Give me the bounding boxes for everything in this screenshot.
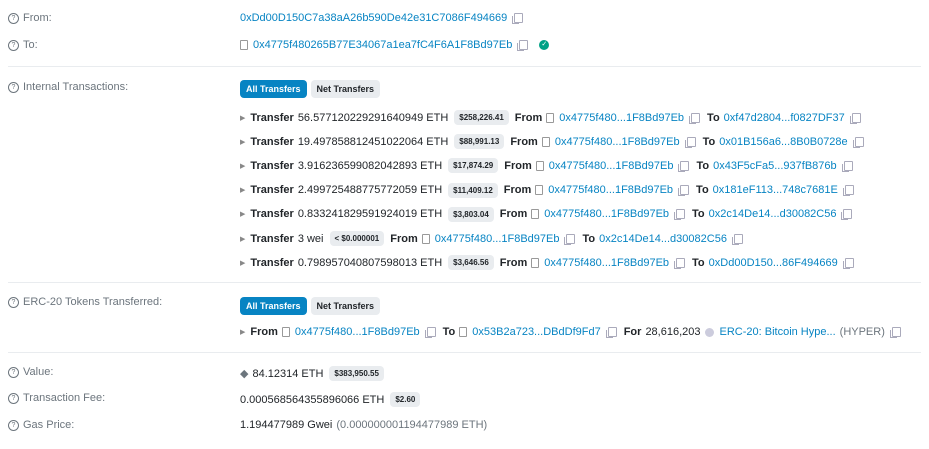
usd-badge: $3,646.56 [448,255,494,271]
expand-icon[interactable]: ▶ [240,162,246,170]
copy-icon[interactable] [564,233,576,245]
contract-icon [421,233,430,244]
usd-badge: $11,409.12 [448,182,498,198]
expand-icon[interactable]: ▶ [240,235,246,243]
copy-icon[interactable] [841,209,853,221]
usd-badge: $383,950.55 [329,366,384,381]
copy-icon[interactable] [889,327,901,338]
erc20-label: ? ERC-20 Tokens Transferred: [8,296,162,308]
divider [8,352,921,353]
transfer-amount: 0.833241829591924019 ETH [297,208,443,221]
copy-icon[interactable] [674,209,686,221]
from-address-link[interactable]: 0xDd00D150C7a38aA26b590De42e31C7086F4946… [240,12,508,24]
help-icon[interactable]: ? [8,39,19,51]
help-icon[interactable]: ? [8,366,19,378]
copy-icon[interactable] [849,112,861,124]
copy-icon[interactable] [841,160,853,172]
eth-icon: ◆ [240,368,249,380]
expand-icon[interactable]: ▶ [240,259,246,267]
copy-icon[interactable] [684,136,696,148]
divider [8,282,921,283]
usd-badge: $88,991.13 [454,134,505,150]
usd-badge: $17,874.29 [448,158,499,174]
check-circle-icon: ✓ [539,40,550,50]
transfer-amount: 2.499725488775772059 ETH [297,184,443,197]
to-label: ? To: [8,39,38,51]
copy-icon[interactable] [424,327,436,338]
tab-net-transfers[interactable]: Net Transfers [310,80,381,98]
usd-badge: < $0.000001 [329,231,385,246]
help-icon[interactable]: ? [8,296,19,308]
to-address-link[interactable]: 0x4775f480265B77E34067a1ea7fC4F6A1F8Bd97… [253,39,513,51]
usd-badge: $3,803.04 [448,206,494,222]
tab-net-transfers[interactable]: Net Transfers [310,297,381,315]
transfer-amount: 0.798957040807598013 ETH [297,256,443,269]
to-address-link[interactable]: 0x2c14De14...d30082C56 [599,232,727,245]
from-label: ? From: [8,12,52,24]
contract-icon [541,136,550,147]
to-address-link[interactable]: 0x01B156a6...8B0B0728e [719,135,848,148]
token-link[interactable]: ERC-20: Bitcoin Hype... [719,326,836,338]
copy-icon[interactable] [731,233,743,245]
copy-icon[interactable] [689,112,701,124]
contract-icon [281,327,290,337]
internal-label: ? Internal Transactions: [8,81,128,93]
to-address-link[interactable]: 0xDd00D150...86F494669 [708,256,838,269]
expand-icon[interactable]: ▶ [240,187,246,195]
to-address-link[interactable]: 0x53B2a723...DBdDf9Fd7 [472,326,601,338]
help-icon[interactable]: ? [8,81,19,93]
tab-all-transfers[interactable]: All Transfers [240,80,307,98]
copy-icon[interactable] [842,185,854,197]
help-icon[interactable]: ? [8,12,19,24]
expand-icon[interactable]: ▶ [240,114,246,122]
to-address-link[interactable]: 0x43F5cFa5...937fB876b [713,159,837,172]
expand-icon[interactable]: ▶ [240,211,246,219]
usd-badge: $2.60 [390,392,421,407]
from-address-link[interactable]: 0x4775f480...1F8Bd97Eb [294,326,420,338]
expand-icon[interactable]: ▶ [240,329,246,336]
from-address-link[interactable]: 0x4775f480...1F8Bd97Eb [548,159,674,172]
copy-icon[interactable] [852,136,864,148]
to-address-link[interactable]: 0xf47d2804...f0827DF37 [723,111,845,124]
divider [8,66,921,67]
from-address-link[interactable]: 0x4775f480...1F8Bd97Eb [544,256,670,269]
tab-all-transfers[interactable]: All Transfers [240,297,307,315]
contract-icon [531,257,540,268]
contract-icon [240,40,248,50]
contract-icon [535,185,544,196]
copy-icon[interactable] [842,257,854,269]
to-address-link[interactable]: 0x2c14De14...d30082C56 [708,208,837,221]
transfer-amount: 19.497858812451022064 ETH [297,135,449,148]
transfer-amount: 3 wei [297,232,324,245]
contract-icon [459,327,468,337]
copy-icon[interactable] [678,185,690,197]
copy-icon[interactable] [517,40,529,51]
usd-badge: $258,226.41 [454,110,509,125]
to-address-link[interactable]: 0x181eF113...748c7681E [712,184,838,197]
contract-icon [531,209,540,220]
token-icon [704,327,714,337]
from-address-link[interactable]: 0x4775f480...1F8Bd97Eb [544,208,670,221]
token-amount: 28,616,203 [645,326,701,338]
help-icon[interactable]: ? [8,419,19,431]
token-symbol: (HYPER) [839,326,885,338]
from-address-link[interactable]: 0x4775f480...1F8Bd97Eb [554,135,680,148]
copy-icon[interactable] [674,257,686,269]
copy-icon[interactable] [605,327,617,338]
help-icon[interactable]: ? [8,392,19,404]
transfer-amount: 3.916236599082042893 ETH [297,159,443,172]
expand-icon[interactable]: ▶ [240,138,246,146]
copy-icon[interactable] [512,13,524,24]
from-address-link[interactable]: 0x4775f480...1F8Bd97Eb [548,184,674,197]
from-address-link[interactable]: 0x4775f480...1F8Bd97Eb [559,111,685,124]
copy-icon[interactable] [678,160,690,172]
transfer-amount: 56.577120229291640949 ETH [297,111,449,124]
contract-icon [546,112,555,123]
contract-icon [535,160,544,171]
from-address-link[interactable]: 0x4775f480...1F8Bd97Eb [434,232,560,245]
